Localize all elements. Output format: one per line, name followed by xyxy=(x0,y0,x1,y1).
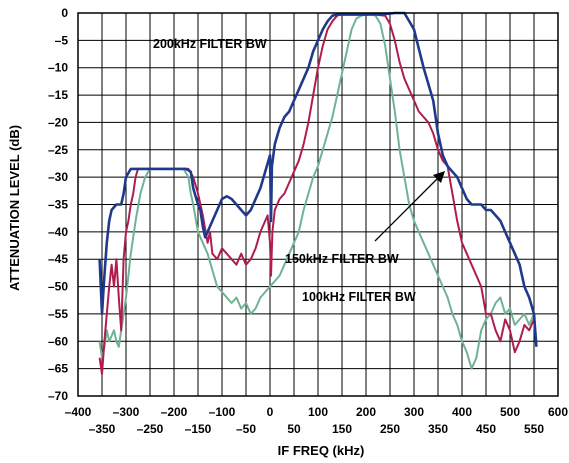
x-tick-label-upper: 400 xyxy=(452,405,472,419)
x-tick-label-upper: 0 xyxy=(267,405,274,419)
plot-frame xyxy=(77,12,559,397)
x-tick-label-upper: –200 xyxy=(161,405,188,419)
x-tick-labels-lower: –350 –250 –150 –50 50 150 250 350 450 550 xyxy=(89,422,545,436)
x-tick-label-lower: –50 xyxy=(236,422,256,436)
y-tick-label: –70 xyxy=(48,389,68,403)
y-tick-label: –40 xyxy=(48,225,68,239)
x-tick-labels-upper: –400 –300 –200 –100 0 100 200 300 400 500 600 xyxy=(65,405,569,419)
x-tick-label-lower: 550 xyxy=(524,422,544,436)
y-tick-label: –15 xyxy=(48,88,68,102)
x-tick-label-upper: –400 xyxy=(65,405,92,419)
x-tick-label-lower: –250 xyxy=(137,422,164,436)
y-tick-label: –60 xyxy=(48,334,68,348)
x-tick-label-upper: 500 xyxy=(500,405,520,419)
y-tick-label: –45 xyxy=(48,252,68,266)
x-tick-label-lower: 450 xyxy=(476,422,496,436)
x-tick-label-upper: 600 xyxy=(548,405,568,419)
x-tick-label-lower: 150 xyxy=(332,422,352,436)
series-line-200khz xyxy=(98,11,538,347)
x-tick-label-upper: 300 xyxy=(404,405,424,419)
chart-series xyxy=(98,11,538,376)
y-tick-label: –35 xyxy=(48,198,68,212)
annotation-arrow xyxy=(374,171,445,242)
y-tick-label: –55 xyxy=(48,307,68,321)
x-tick-label-lower: 50 xyxy=(287,422,301,436)
y-tick-label: –5 xyxy=(55,33,69,47)
x-axis-title: IF FREQ (kHz) xyxy=(278,443,365,458)
y-tick-label: –10 xyxy=(48,61,68,75)
y-axis-title: ATTENUATION LEVEL (dB) xyxy=(7,125,22,291)
x-tick-label-upper: 200 xyxy=(356,405,376,419)
x-tick-label-upper: –300 xyxy=(113,405,140,419)
annotation-100khz: 100kHz FILTER BW xyxy=(302,290,416,304)
y-tick-label: –30 xyxy=(48,170,68,184)
y-tick-labels: 0 –5 –10 –15 –20 –25 –30 –35 –40 –45 –50 –55 –60 –65 –… xyxy=(48,6,68,403)
x-tick-label-upper: 100 xyxy=(308,405,328,419)
annotation-150khz: 150kHz FILTER BW xyxy=(285,252,399,266)
y-tick-label: –20 xyxy=(48,115,68,129)
y-tick-label: –50 xyxy=(48,280,68,294)
series-line-100khz xyxy=(98,13,535,370)
x-tick-label-lower: 350 xyxy=(428,422,448,436)
y-tick-label: –25 xyxy=(48,143,68,157)
y-tick-label: 0 xyxy=(61,6,68,20)
y-tick-label: –65 xyxy=(48,362,68,376)
x-tick-label-upper: –100 xyxy=(209,405,236,419)
series-line-150khz xyxy=(98,13,538,376)
annotation-200khz: 200kHz FILTER BW xyxy=(153,37,267,51)
x-tick-label-lower: –150 xyxy=(185,422,212,436)
x-tick-label-lower: –350 xyxy=(89,422,116,436)
x-tick-label-lower: 250 xyxy=(380,422,400,436)
